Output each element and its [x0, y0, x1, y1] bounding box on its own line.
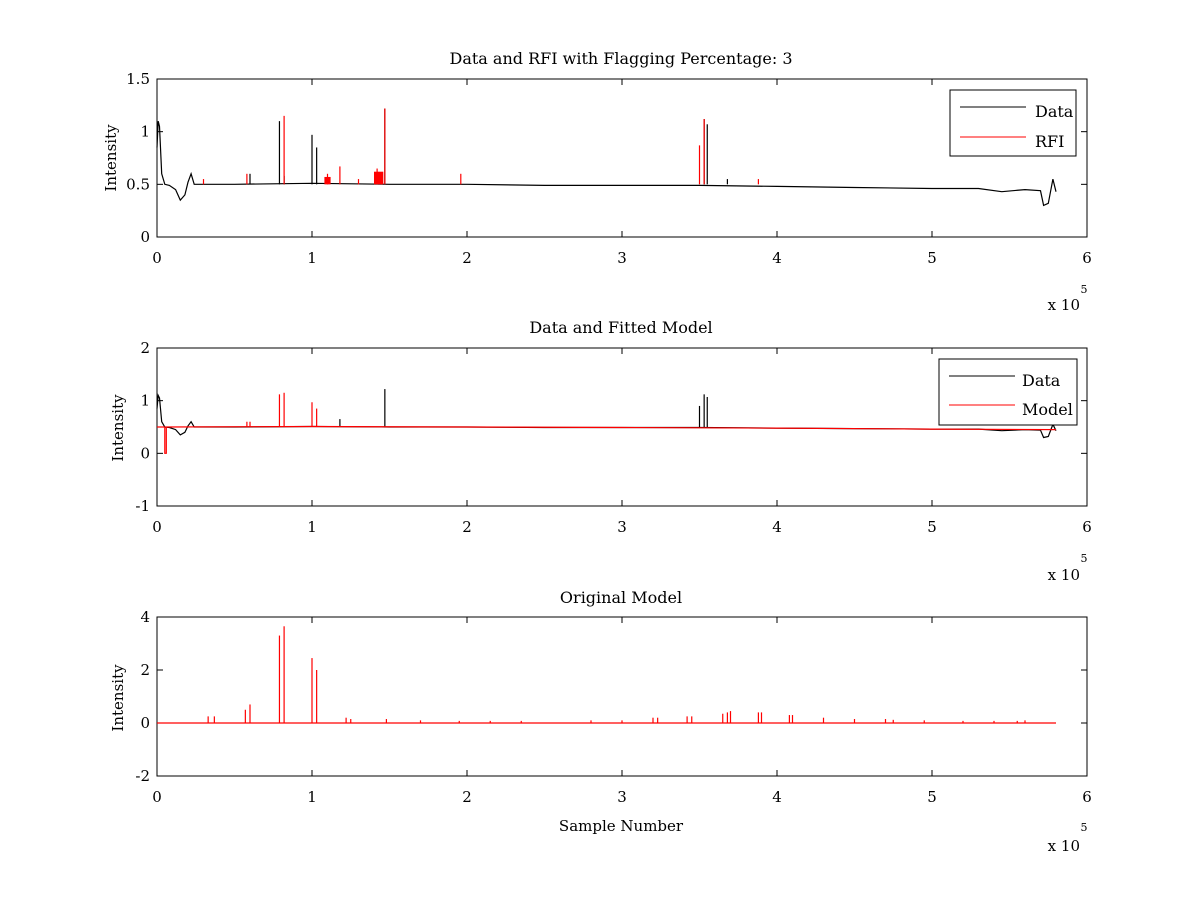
x-tick-label: 3: [617, 788, 627, 806]
x-tick-label: 1: [307, 518, 317, 536]
y-tick-label: -2: [135, 767, 150, 785]
y-axis-label: Intensity: [102, 124, 120, 192]
legend-label-data: Data: [1035, 102, 1074, 121]
legend: Data Model: [938, 358, 1078, 426]
y-axis-label: Intensity: [109, 394, 127, 462]
x-multiplier-text: x 10: [1048, 566, 1080, 584]
y-tick-label: 1: [140, 123, 150, 141]
x-tick-label: 1: [307, 249, 317, 267]
x-tick-label: 5: [927, 249, 937, 267]
y-tick-label: 2: [140, 661, 150, 679]
y-tick-label: 0: [140, 228, 150, 246]
x-tick-label: 6: [1082, 249, 1092, 267]
legend-label-data: Data: [1022, 371, 1061, 390]
x-tick-label: 4: [772, 788, 782, 806]
x-tick-label: 3: [617, 249, 627, 267]
x-tick-label: 6: [1082, 518, 1092, 536]
y-tick-label: 4: [140, 608, 150, 626]
chart-title: Data and RFI with Flagging Percentage: 3: [449, 49, 792, 68]
x-tick-label: 4: [772, 518, 782, 536]
x-tick-label: 1: [307, 788, 317, 806]
x-tick-label: 5: [927, 788, 937, 806]
series-line-data: [156, 120, 1057, 207]
x-tick-label: 0: [152, 788, 162, 806]
y-tick-label: 0: [140, 714, 150, 732]
rfi-band: [374, 171, 384, 185]
y-tick-label: 1.5: [126, 70, 150, 88]
y-tick-label: 2: [140, 339, 150, 357]
x-tick-label: 4: [772, 249, 782, 267]
x-tick-label: 0: [152, 249, 162, 267]
x-tick-label: 2: [462, 249, 472, 267]
legend: Data RFI: [949, 89, 1077, 157]
y-tick-label: 0: [140, 444, 150, 462]
x-multiplier-text: x 10: [1048, 296, 1080, 314]
x-tick-label: 6: [1082, 788, 1092, 806]
x-tick-label: 2: [462, 518, 472, 536]
x-multiplier-text: x 10: [1048, 837, 1080, 855]
x-tick-label: 5: [927, 518, 937, 536]
panel-rfi-flagging: Data and RFI with Flagging Percentage: 3…: [102, 49, 1092, 314]
panel-fitted-model: Data and Fitted Model Intensity x 10 5 0…: [109, 318, 1092, 584]
x-axis-label: Sample Number: [559, 817, 684, 835]
legend-box: [938, 358, 1078, 426]
y-axis-label: Intensity: [109, 664, 127, 732]
x-tick-label: 3: [617, 518, 627, 536]
x-multiplier: x 10 5: [1048, 552, 1088, 584]
chart-title: Original Model: [560, 588, 682, 607]
legend-label-model: Model: [1022, 400, 1073, 419]
x-multiplier-exponent: 5: [1081, 283, 1088, 296]
plot-area: 0 1 2 3 4 5 6 0 0.5 1 1.5: [126, 70, 1092, 267]
x-tick-label: 0: [152, 518, 162, 536]
x-multiplier: x 10 5: [1048, 283, 1088, 314]
legend-label-rfi: RFI: [1035, 132, 1064, 151]
y-tick-label: -1: [135, 497, 150, 515]
x-tick-label: 2: [462, 788, 472, 806]
y-tick-label: 1: [140, 392, 150, 410]
x-multiplier-exponent: 5: [1081, 552, 1088, 565]
x-multiplier: x 10 5: [1048, 821, 1088, 855]
x-multiplier-exponent: 5: [1081, 821, 1088, 834]
panel-original-model: Original Model Intensity Sample Number x…: [109, 588, 1092, 855]
chart-title: Data and Fitted Model: [529, 318, 712, 337]
legend-box: [949, 89, 1077, 157]
y-tick-label: 0.5: [126, 175, 150, 193]
